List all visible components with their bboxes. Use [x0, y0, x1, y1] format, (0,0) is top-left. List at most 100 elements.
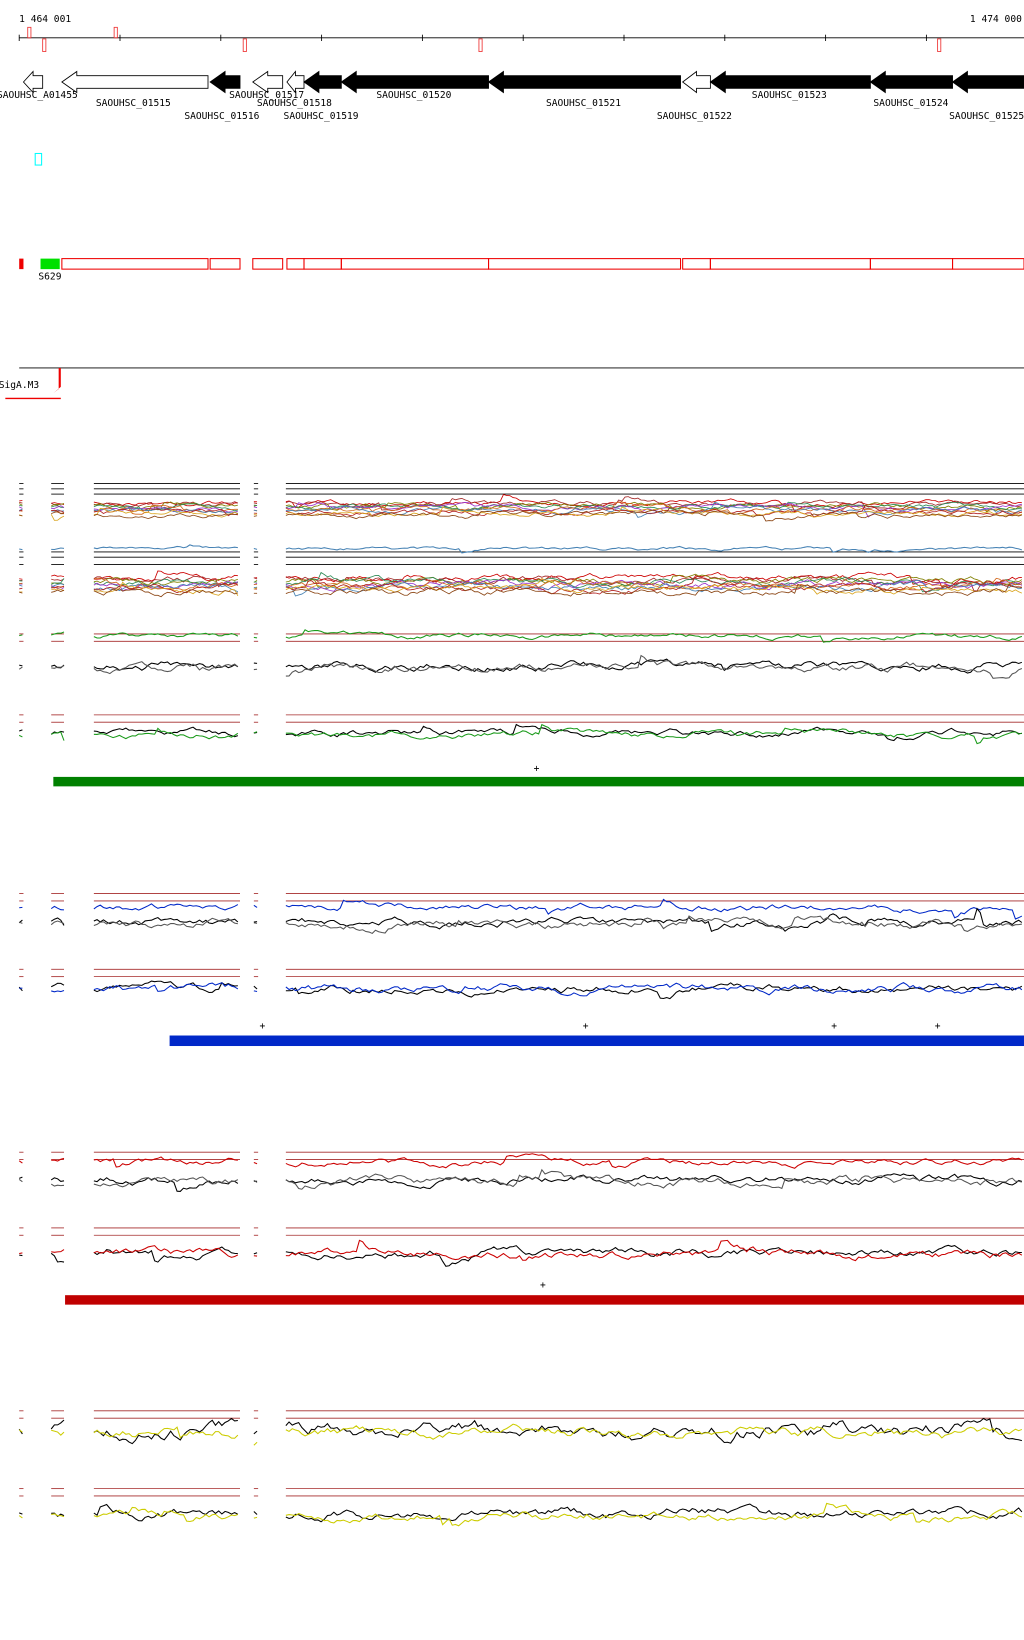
signal-line: [18, 1179, 23, 1183]
gene-label: SAOUHSC_01518: [257, 98, 332, 109]
signal-line: [285, 654, 1023, 679]
signal-line: [19, 508, 23, 511]
signal-line: [51, 990, 65, 993]
signal-line: [285, 1417, 1023, 1444]
gene-arrow: [303, 70, 342, 94]
signal-line: [253, 731, 258, 734]
signal-line: [51, 511, 64, 515]
signal-line: [50, 1419, 65, 1430]
signal-line: [285, 1503, 1023, 1523]
signal-line: [93, 916, 239, 926]
signal-line: [285, 1168, 1023, 1190]
signal-line: [19, 591, 23, 594]
signal-line: [93, 1417, 238, 1445]
signal-line: [50, 514, 65, 521]
signal-line: [285, 579, 1022, 597]
gene-arrow: [61, 70, 209, 94]
signal-line: [285, 577, 1023, 595]
signal-line: [253, 1162, 258, 1165]
gene-label: SAOUHSC_01524: [873, 98, 948, 109]
ruler-feature: [42, 38, 47, 52]
signal-line: [19, 582, 23, 585]
gene-box: [682, 258, 711, 270]
blue-bar: [169, 1035, 1024, 1047]
signal-line: [253, 1179, 258, 1183]
signal-line: [18, 1429, 23, 1433]
gene-box: [869, 258, 954, 270]
gene-label: SAOUHSC_01516: [184, 111, 259, 122]
signal-line: [253, 504, 258, 506]
signal-line: [93, 500, 238, 507]
signal-line: [93, 917, 238, 929]
gene-label: SAOUHSC_A01455: [0, 90, 78, 101]
ruler-feature: [478, 38, 483, 52]
signal-line: [50, 982, 65, 988]
gene-box: [209, 258, 241, 270]
signal-line: [253, 1252, 258, 1255]
signal-line: [19, 506, 23, 509]
signal-line: [50, 583, 65, 588]
signal-line: [19, 578, 23, 580]
signal-line: [253, 547, 258, 550]
signal-line: [51, 1429, 65, 1436]
signal-line: [51, 505, 65, 509]
signal-line: [18, 666, 23, 670]
signal-line: [93, 727, 239, 740]
signal-line: [18, 1515, 23, 1519]
signal-line: [19, 504, 23, 507]
signal-line: [285, 1244, 1022, 1267]
signal-line: [285, 723, 1022, 742]
signal-line: [285, 583, 1022, 597]
gene-arrow: [252, 70, 284, 94]
signal-line: [285, 574, 1022, 595]
gene-label: SAOUHSC_01521: [546, 98, 621, 109]
gene-arrow: [22, 70, 44, 94]
signal-line: [50, 920, 65, 926]
signal-line: [19, 548, 23, 551]
signal-line: [285, 571, 1022, 588]
signal-line: [19, 501, 23, 504]
signal-line: [19, 664, 23, 667]
signal-line: [50, 1177, 65, 1182]
signal-line: [51, 1249, 65, 1253]
signal-line: [93, 903, 239, 911]
signal-line: [285, 1173, 1023, 1190]
gene-box: [952, 258, 1024, 270]
strand-marker: +: [831, 1021, 837, 1032]
signal-line: [19, 509, 23, 512]
signal-line: [93, 1503, 239, 1522]
marker-box: [34, 152, 43, 166]
gene-arrow: [209, 70, 241, 94]
signal-line: [93, 544, 238, 550]
signal-line: [253, 1511, 258, 1515]
signal-line: [285, 1423, 1023, 1440]
signal-line: [51, 585, 65, 589]
signal-line: [253, 990, 258, 992]
strand-marker: +: [540, 1280, 546, 1291]
signal-line: [19, 1252, 23, 1255]
signal-line: [285, 579, 1023, 592]
signal-line: [51, 1157, 65, 1162]
start-coordinate: 1 464 001: [19, 14, 71, 25]
gene-label: SAOUHSC_01522: [657, 111, 732, 122]
signal-line: [93, 1426, 239, 1439]
signal-line: [19, 1176, 23, 1179]
signal-line: [93, 1246, 238, 1263]
gene-label: SAOUHSC_01517: [229, 90, 304, 101]
gene-label: SAOUHSC_01520: [376, 90, 451, 101]
signal-line: [93, 576, 239, 586]
signal-line: [253, 515, 258, 517]
signal-line: [93, 570, 238, 582]
signal-line: [253, 509, 258, 512]
signal-line: [19, 1512, 23, 1515]
signal-line: [51, 505, 65, 508]
signal-line: [253, 636, 258, 639]
signal-line: [51, 665, 65, 669]
signal-line: [285, 505, 1023, 518]
signal-line: [93, 661, 239, 675]
signal-line: [19, 514, 23, 517]
gene-box: [61, 258, 209, 270]
signal-line: [51, 589, 65, 593]
